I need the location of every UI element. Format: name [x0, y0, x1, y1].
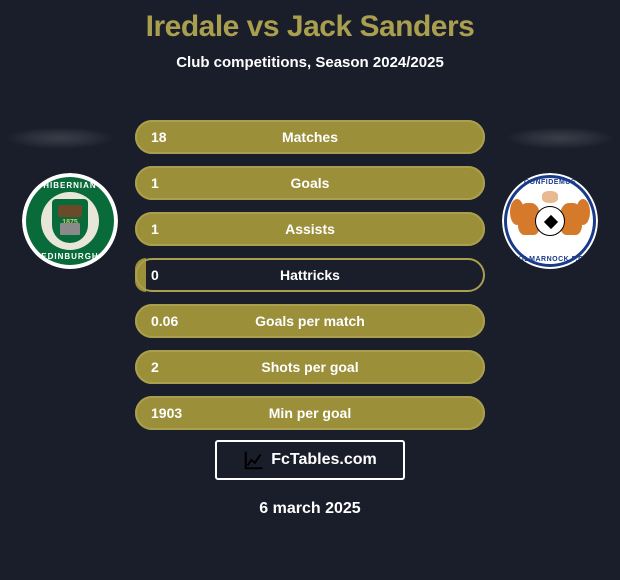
stat-row: 2Shots per goal — [135, 350, 485, 384]
football-icon — [535, 206, 565, 236]
stat-row: 1Assists — [135, 212, 485, 246]
hand-icon — [542, 191, 558, 203]
badge-left-text-top: HIBERNIAN — [43, 181, 96, 190]
badge-right-text-bottom: KILMARNOCK F.C — [516, 256, 583, 263]
page-title: Iredale vs Jack Sanders — [0, 0, 620, 44]
stat-row: 1903Min per goal — [135, 396, 485, 430]
stat-row: 0.06Goals per match — [135, 304, 485, 338]
chart-icon — [243, 449, 265, 471]
player-left-shadow — [5, 127, 115, 149]
badge-left-text-bottom: EDINBURGH — [41, 252, 98, 261]
footer-brand[interactable]: FcTables.com — [215, 440, 405, 480]
club-badge-right: CONFIDEMUS KILMARNOCK F.C — [502, 173, 598, 269]
badge-right-text-top: CONFIDEMUS — [524, 179, 576, 186]
player-right-shadow — [505, 127, 615, 149]
stat-label: Matches — [135, 129, 485, 145]
stat-label: Hattricks — [135, 267, 485, 283]
club-badge-left: HIBERNIAN EDINBURGH 1875 — [22, 173, 118, 269]
stat-label: Assists — [135, 221, 485, 237]
stat-row: 18Matches — [135, 120, 485, 154]
stat-label: Min per goal — [135, 405, 485, 421]
stat-row: 0Hattricks — [135, 258, 485, 292]
stat-label: Goals — [135, 175, 485, 191]
subtitle: Club competitions, Season 2024/2025 — [0, 54, 620, 71]
stats-container: 18Matches 1Goals 1Assists 0Hattricks 0.06Goa… — [135, 120, 485, 442]
stat-label: Shots per goal — [135, 359, 485, 375]
stat-row: 1Goals — [135, 166, 485, 200]
footer-brand-label: FcTables.com — [271, 451, 377, 469]
badge-left-shield-icon: 1875 — [52, 199, 88, 243]
date-label: 6 march 2025 — [0, 500, 620, 518]
stat-label: Goals per match — [135, 313, 485, 329]
